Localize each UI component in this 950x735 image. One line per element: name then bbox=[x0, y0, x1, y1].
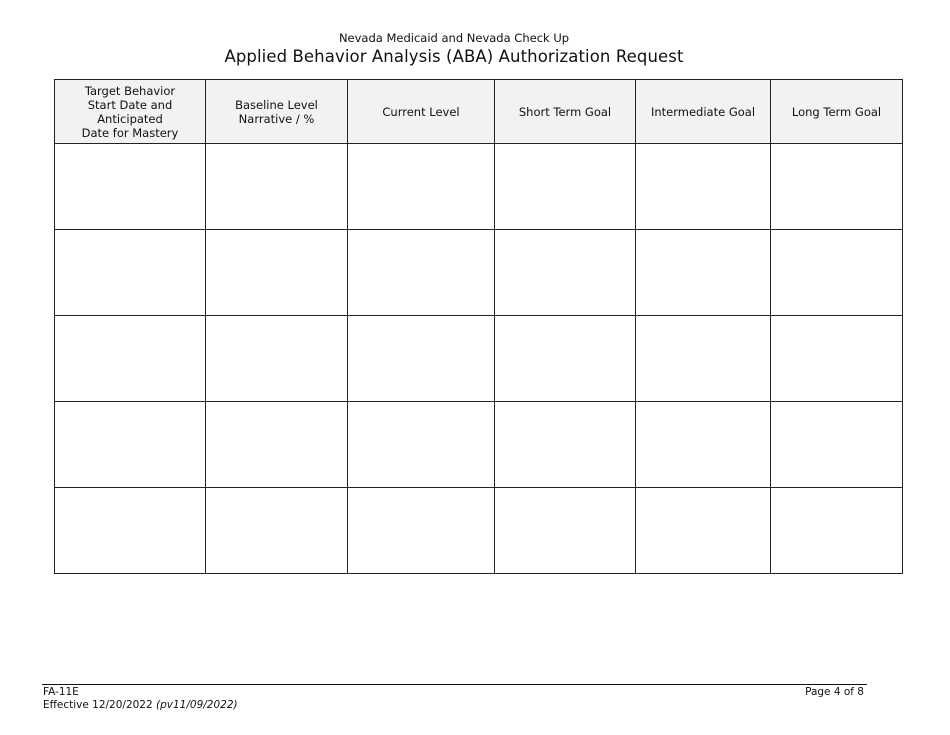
cell-intermediate-goal[interactable] bbox=[635, 315, 771, 402]
cell-baseline-level[interactable] bbox=[205, 487, 348, 574]
goals-table: Target Behavior Start Date and Anticipated… bbox=[54, 79, 903, 574]
cell-target-behavior[interactable] bbox=[54, 229, 206, 316]
cell-current-level[interactable] bbox=[347, 401, 495, 488]
cell-intermediate-goal[interactable] bbox=[635, 229, 771, 316]
cell-long-term-goal[interactable] bbox=[770, 143, 903, 230]
form-field[interactable] bbox=[55, 144, 205, 229]
form-field[interactable] bbox=[206, 230, 347, 315]
effective-date: Effective 12/20/2022 (pv11/09/2022) bbox=[43, 699, 238, 711]
cell-short-term-goal[interactable] bbox=[494, 229, 636, 316]
form-field[interactable] bbox=[348, 230, 494, 315]
cell-target-behavior[interactable] bbox=[54, 315, 206, 402]
table-row bbox=[54, 487, 903, 574]
form-field[interactable] bbox=[495, 402, 635, 487]
form-field[interactable] bbox=[495, 316, 635, 401]
form-field[interactable] bbox=[771, 316, 902, 401]
form-id: FA-11E bbox=[43, 686, 79, 698]
cell-current-level[interactable] bbox=[347, 143, 495, 230]
form-field[interactable] bbox=[55, 402, 205, 487]
form-field[interactable] bbox=[495, 488, 635, 573]
column-header-target-behavior: Target Behavior Start Date and Anticipated… bbox=[54, 79, 206, 144]
cell-target-behavior[interactable] bbox=[54, 401, 206, 488]
table-header-row: Target Behavior Start Date and Anticipated… bbox=[54, 79, 903, 144]
form-field[interactable] bbox=[206, 144, 347, 229]
form-field[interactable] bbox=[771, 144, 902, 229]
table-row bbox=[54, 229, 903, 316]
cell-current-level[interactable] bbox=[347, 229, 495, 316]
cell-short-term-goal[interactable] bbox=[494, 487, 636, 574]
agency-name: Nevada Medicaid and Nevada Check Up bbox=[338, 31, 570, 45]
form-field[interactable] bbox=[206, 316, 347, 401]
form-field[interactable] bbox=[771, 230, 902, 315]
cell-intermediate-goal[interactable] bbox=[635, 487, 771, 574]
column-header-baseline-level: Baseline Level Narrative / % bbox=[205, 79, 348, 144]
cell-short-term-goal[interactable] bbox=[494, 143, 636, 230]
form-field[interactable] bbox=[348, 488, 494, 573]
cell-current-level[interactable] bbox=[347, 487, 495, 574]
column-header-long-term-goal: Long Term Goal bbox=[770, 79, 903, 144]
form-field[interactable] bbox=[348, 144, 494, 229]
table-row bbox=[54, 143, 903, 230]
cell-long-term-goal[interactable] bbox=[770, 229, 903, 316]
cell-intermediate-goal[interactable] bbox=[635, 143, 771, 230]
cell-target-behavior[interactable] bbox=[54, 143, 206, 230]
cell-short-term-goal[interactable] bbox=[494, 401, 636, 488]
form-field[interactable] bbox=[55, 230, 205, 315]
form-field[interactable] bbox=[636, 488, 770, 573]
cell-baseline-level[interactable] bbox=[205, 401, 348, 488]
cell-long-term-goal[interactable] bbox=[770, 487, 903, 574]
cell-long-term-goal[interactable] bbox=[770, 401, 903, 488]
form-field[interactable] bbox=[206, 488, 347, 573]
column-header-intermediate-goal: Intermediate Goal bbox=[635, 79, 771, 144]
cell-baseline-level[interactable] bbox=[205, 143, 348, 230]
form-field[interactable] bbox=[495, 230, 635, 315]
form-field[interactable] bbox=[771, 488, 902, 573]
cell-long-term-goal[interactable] bbox=[770, 315, 903, 402]
form-title: Applied Behavior Analysis (ABA) Authoriz… bbox=[224, 47, 684, 66]
revision-text: (pv11/09/2022) bbox=[156, 699, 238, 711]
form-field[interactable] bbox=[348, 316, 494, 401]
form-field[interactable] bbox=[771, 402, 902, 487]
table-row bbox=[54, 315, 903, 402]
footer-divider bbox=[42, 684, 867, 685]
page-number: Page 4 of 8 bbox=[805, 686, 864, 698]
effective-text: Effective 12/20/2022 bbox=[43, 699, 157, 711]
form-field[interactable] bbox=[636, 144, 770, 229]
cell-target-behavior[interactable] bbox=[54, 487, 206, 574]
cell-baseline-level[interactable] bbox=[205, 229, 348, 316]
cell-short-term-goal[interactable] bbox=[494, 315, 636, 402]
form-field[interactable] bbox=[348, 402, 494, 487]
column-header-short-term-goal: Short Term Goal bbox=[494, 79, 636, 144]
column-header-current-level: Current Level bbox=[347, 79, 495, 144]
form-field[interactable] bbox=[495, 144, 635, 229]
cell-current-level[interactable] bbox=[347, 315, 495, 402]
form-field[interactable] bbox=[636, 316, 770, 401]
form-field[interactable] bbox=[55, 488, 205, 573]
table-row bbox=[54, 401, 903, 488]
form-field[interactable] bbox=[636, 230, 770, 315]
form-field[interactable] bbox=[55, 316, 205, 401]
cell-intermediate-goal[interactable] bbox=[635, 401, 771, 488]
form-field[interactable] bbox=[636, 402, 770, 487]
cell-baseline-level[interactable] bbox=[205, 315, 348, 402]
form-field[interactable] bbox=[206, 402, 347, 487]
